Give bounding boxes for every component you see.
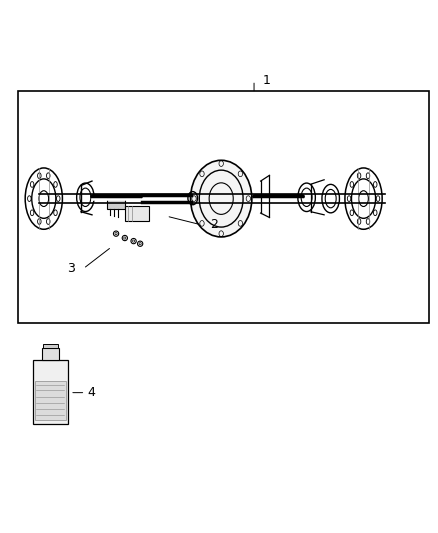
Bar: [42, 349, 59, 360]
Text: 3: 3: [67, 262, 74, 275]
Text: 2: 2: [210, 219, 218, 231]
Bar: [107, 198, 125, 209]
Ellipse shape: [191, 160, 252, 237]
Text: 1: 1: [263, 74, 271, 87]
Bar: [33, 360, 68, 424]
Bar: [18, 91, 429, 324]
Text: 4: 4: [88, 386, 95, 399]
Bar: [42, 344, 58, 349]
Bar: [35, 381, 66, 420]
Bar: [125, 206, 149, 221]
